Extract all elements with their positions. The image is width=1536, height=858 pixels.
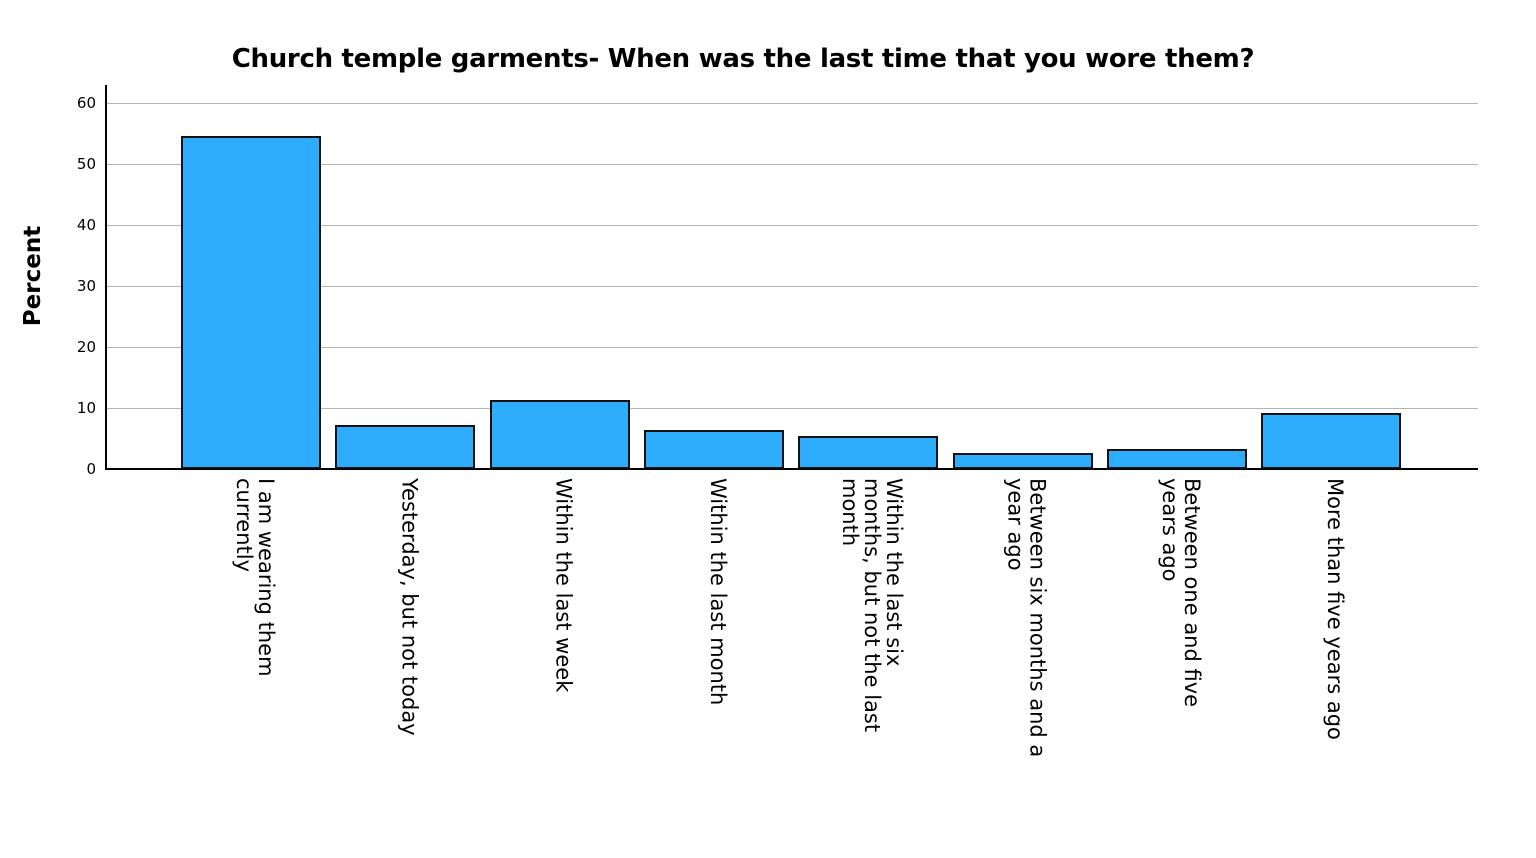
- y-axis: [105, 85, 107, 469]
- bar: [952, 452, 1093, 469]
- gridline: [105, 164, 1478, 165]
- y-axis-label: Percent: [20, 225, 46, 327]
- x-tick-label: Between one and five years ago: [1157, 478, 1204, 708]
- bar: [1261, 412, 1402, 469]
- y-tick-label: 40: [76, 216, 96, 234]
- bar: [1106, 449, 1247, 469]
- x-tick-label: Between six months and a year ago: [1003, 478, 1050, 758]
- x-tick-label: I am wearing them currently: [232, 478, 278, 677]
- plot-area: 0 10 20 30 40 50 60: [77, 85, 1478, 478]
- x-tick-label: More than five years ago: [1323, 478, 1348, 740]
- chart-title: Church temple garments- When was the las…: [231, 44, 1255, 74]
- x-tick-label: Within the last week: [551, 478, 576, 693]
- gridline: [105, 225, 1478, 226]
- x-axis: [105, 468, 1478, 470]
- gridline: [105, 103, 1478, 104]
- bar: [335, 424, 476, 469]
- x-tick-label: Within the last six months, but not the …: [838, 478, 907, 733]
- y-tick-label: 50: [76, 155, 96, 173]
- bar: [643, 430, 784, 469]
- gridline: [105, 347, 1478, 348]
- y-tick-label: 20: [76, 338, 96, 356]
- x-tick-label: Yesterday, but not today: [397, 478, 422, 736]
- y-tick-label: 10: [76, 399, 96, 417]
- y-tick-label: 30: [76, 277, 96, 295]
- gridline: [105, 286, 1478, 287]
- y-tick-label: 60: [76, 94, 96, 112]
- y-tick-label: 0: [86, 460, 96, 478]
- bar: [798, 435, 939, 469]
- bar: [181, 136, 321, 469]
- bar: [489, 400, 630, 469]
- x-tick-label: Within the last month: [705, 478, 730, 706]
- gridline: [105, 408, 1478, 409]
